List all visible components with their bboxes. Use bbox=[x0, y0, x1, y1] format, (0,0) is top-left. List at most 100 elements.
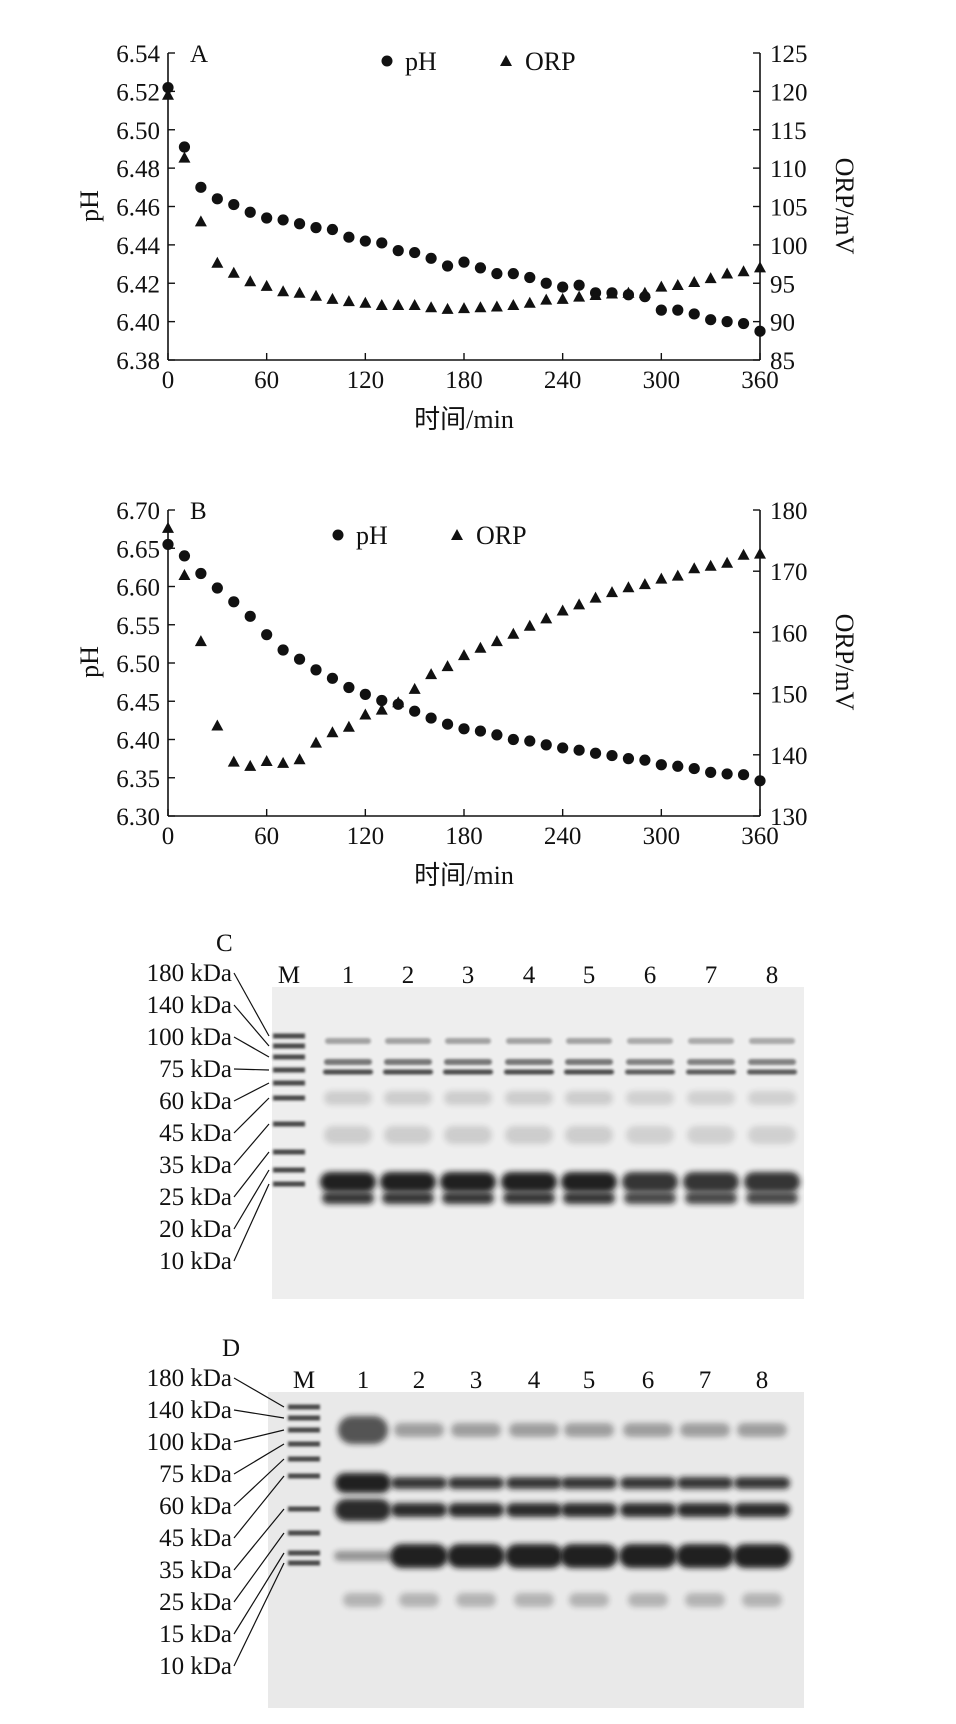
ph-point bbox=[573, 279, 585, 291]
gel-sample-band bbox=[565, 1059, 613, 1065]
ph-point bbox=[524, 735, 536, 747]
orp-point bbox=[375, 299, 388, 311]
ph-point bbox=[261, 212, 273, 224]
x-tick-label: 300 bbox=[643, 823, 681, 850]
gel-sample-band bbox=[440, 1172, 496, 1192]
gel-sample-band bbox=[619, 1544, 677, 1568]
gel-lane-label: 3 bbox=[470, 1367, 483, 1394]
gel-sample-band bbox=[391, 1477, 447, 1489]
gel-sample-band bbox=[506, 1503, 562, 1517]
ph-point bbox=[688, 308, 700, 320]
gel-lane-label: 5 bbox=[583, 962, 596, 989]
orp-point bbox=[688, 562, 701, 574]
gel-ladder-label: 100 kDa bbox=[147, 1429, 232, 1456]
plot-a-x-ticks: 0 60 120 180 240 300 360 bbox=[162, 353, 779, 394]
gel-c-bands bbox=[273, 1033, 800, 1204]
gel-ladder-label: 45 kDa bbox=[159, 1120, 232, 1147]
right-y-tick-label: 170 bbox=[770, 559, 808, 586]
orp-point bbox=[194, 635, 207, 647]
gel-ladder-label: 60 kDa bbox=[159, 1088, 232, 1115]
gel-sample-band bbox=[561, 1172, 617, 1192]
gel-marker-band bbox=[273, 1054, 305, 1060]
orp-point bbox=[721, 556, 734, 568]
gel-sample-band bbox=[687, 1091, 735, 1105]
x-tick-label: 300 bbox=[643, 367, 681, 394]
gel-sample-band bbox=[322, 1192, 374, 1204]
legend-b-orp-marker bbox=[451, 529, 463, 540]
legend-b-ph-label: pH bbox=[356, 521, 388, 550]
orp-point bbox=[227, 755, 240, 767]
ph-point bbox=[162, 81, 174, 94]
orp-point bbox=[310, 289, 322, 301]
gel-panel-c: C M 1 2 3 4 5 6 7 8 180 kDa 140 kDa 100 kDa 75 kDa… bbox=[147, 930, 804, 1299]
ph-point bbox=[261, 629, 273, 641]
orp-point bbox=[638, 578, 651, 590]
gel-sample-band bbox=[686, 1069, 736, 1075]
orp-point bbox=[754, 261, 766, 273]
orp-point bbox=[408, 682, 421, 694]
orp-point bbox=[162, 88, 174, 100]
orp-point bbox=[227, 266, 240, 278]
left-y-tick-label: 6.50 bbox=[116, 651, 160, 678]
plot-a-right-title: ORP/mV bbox=[830, 158, 859, 255]
gel-marker-band bbox=[288, 1530, 320, 1536]
left-y-tick-label: 6.44 bbox=[116, 233, 160, 260]
ph-point bbox=[343, 681, 355, 694]
ph-point bbox=[672, 304, 684, 316]
gel-ladder-label: 35 kDa bbox=[159, 1152, 232, 1179]
gel-sample-band bbox=[335, 1473, 391, 1493]
gel-d-marker-label: M bbox=[293, 1367, 315, 1394]
gel-sample-band bbox=[677, 1503, 733, 1517]
gel-sample-band bbox=[391, 1503, 447, 1517]
gel-sample-band bbox=[445, 1038, 491, 1044]
gel-marker-band bbox=[288, 1550, 320, 1556]
orp-point bbox=[490, 300, 503, 312]
orp-point bbox=[441, 660, 454, 672]
orp-point bbox=[392, 299, 405, 311]
ph-point bbox=[228, 198, 240, 211]
ph-point bbox=[672, 760, 684, 772]
right-y-tick-label: 100 bbox=[770, 233, 808, 260]
gel-sample-band bbox=[627, 1038, 673, 1044]
gel-sample-band bbox=[335, 1499, 391, 1521]
legend-b-orp-label: ORP bbox=[476, 521, 527, 550]
gel-ladder-pointer bbox=[233, 1458, 285, 1507]
gel-sample-band bbox=[384, 1126, 432, 1144]
gel-sample-band bbox=[505, 1091, 553, 1105]
ph-point bbox=[178, 550, 191, 562]
right-y-tick-label: 160 bbox=[770, 620, 808, 647]
orp-point bbox=[458, 302, 470, 314]
ph-point bbox=[359, 235, 371, 247]
gel-ladder-pointer bbox=[233, 1562, 285, 1667]
gel-ladder-pointer bbox=[233, 1552, 285, 1635]
ph-point bbox=[343, 231, 355, 243]
gel-sample-band bbox=[506, 1038, 552, 1044]
ph-point bbox=[507, 733, 519, 746]
gel-sample-band bbox=[382, 1192, 434, 1204]
gel-sample-band bbox=[505, 1126, 553, 1144]
gel-sample-band bbox=[390, 1544, 448, 1568]
right-y-tick-label: 85 bbox=[770, 348, 795, 375]
orp-point bbox=[507, 299, 520, 311]
orp-point bbox=[359, 296, 372, 308]
gel-sample-band bbox=[624, 1192, 676, 1204]
orp-point bbox=[671, 569, 684, 581]
gel-sample-band bbox=[622, 1172, 678, 1192]
ph-point bbox=[589, 747, 602, 759]
gel-sample-band bbox=[748, 1126, 796, 1144]
left-y-tick-label: 6.55 bbox=[116, 613, 160, 640]
gel-ladder-pointer bbox=[233, 1475, 285, 1539]
orp-point bbox=[540, 612, 553, 624]
gel-lane-label: 8 bbox=[766, 962, 779, 989]
x-tick-label: 120 bbox=[347, 367, 385, 394]
plot-a-x-title: 时间/min bbox=[414, 405, 514, 434]
gel-sample-band bbox=[451, 1423, 501, 1437]
x-tick-label: 180 bbox=[445, 823, 483, 850]
gel-marker-band bbox=[273, 1121, 305, 1127]
gel-sample-band bbox=[442, 1192, 494, 1204]
gel-ladder-pointer bbox=[233, 1429, 285, 1443]
gel-marker-band bbox=[288, 1404, 320, 1410]
gel-sample-band bbox=[338, 1416, 388, 1444]
x-tick-label: 60 bbox=[254, 823, 279, 850]
